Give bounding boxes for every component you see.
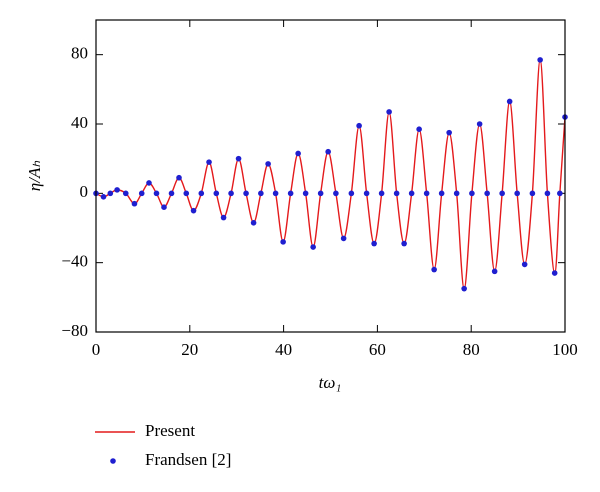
data-point xyxy=(190,207,197,214)
data-point xyxy=(265,161,271,167)
y-tick-label: 40 xyxy=(71,113,88,132)
data-point xyxy=(453,190,460,197)
data-point xyxy=(506,98,513,105)
y-axis-label: η/Aₕ xyxy=(25,161,44,192)
data-point xyxy=(408,190,415,197)
data-point xyxy=(333,190,339,197)
data-point xyxy=(386,109,392,115)
data-point xyxy=(138,190,145,197)
data-point xyxy=(371,240,377,247)
data-point xyxy=(198,190,205,197)
data-point xyxy=(228,190,234,197)
data-point xyxy=(499,190,505,197)
data-point xyxy=(302,190,309,197)
data-point xyxy=(114,187,120,193)
data-point xyxy=(537,57,543,63)
data-point xyxy=(250,220,257,226)
y-tick-label: 0 xyxy=(80,182,89,201)
data-point xyxy=(557,190,563,197)
data-point xyxy=(484,190,490,197)
data-point xyxy=(122,190,129,197)
y-tick-label: −40 xyxy=(61,252,88,271)
data-point xyxy=(544,190,551,197)
data-point xyxy=(168,190,175,197)
data-point xyxy=(272,190,279,197)
data-point xyxy=(325,148,331,155)
data-point xyxy=(243,190,249,197)
data-point xyxy=(551,270,558,276)
data-point xyxy=(310,244,316,250)
x-tick-label: 20 xyxy=(181,340,198,359)
data-point xyxy=(356,122,362,129)
data-point xyxy=(280,239,286,245)
data-point xyxy=(317,190,324,197)
data-point xyxy=(461,285,467,292)
data-point xyxy=(401,240,407,247)
data-point xyxy=(153,190,160,197)
x-tick-label: 60 xyxy=(369,340,386,359)
x-tick-label: 0 xyxy=(92,340,101,359)
data-point xyxy=(107,190,114,197)
data-point xyxy=(295,150,301,157)
data-point xyxy=(213,190,220,197)
data-point xyxy=(469,190,475,197)
data-point xyxy=(446,129,452,136)
data-point xyxy=(378,190,385,197)
data-point xyxy=(393,190,400,197)
data-point xyxy=(363,190,370,197)
data-point xyxy=(340,235,347,242)
data-point xyxy=(529,190,536,197)
x-tick-label: 40 xyxy=(275,340,292,359)
data-point xyxy=(220,214,227,221)
data-point xyxy=(521,261,528,268)
y-tick-label: −80 xyxy=(61,321,88,340)
data-point xyxy=(287,190,294,197)
data-point xyxy=(206,159,212,165)
data-point xyxy=(146,180,152,186)
data-point xyxy=(235,155,242,162)
line-series xyxy=(95,59,566,290)
legend-label: Frandsen [2] xyxy=(145,450,231,469)
data-point xyxy=(176,174,182,181)
data-point xyxy=(423,190,430,197)
data-point xyxy=(183,190,190,197)
y-tick-label: 80 xyxy=(71,44,88,63)
data-point xyxy=(491,268,498,275)
legend-swatch xyxy=(110,458,116,464)
legend-label: Present xyxy=(145,421,195,440)
data-point xyxy=(476,121,483,127)
data-point xyxy=(100,194,107,200)
x-axis-label: tω₁ xyxy=(319,373,342,392)
x-tick-label: 80 xyxy=(463,340,480,359)
data-point xyxy=(431,266,437,273)
data-point xyxy=(161,204,167,210)
x-tick-label: 100 xyxy=(552,340,578,359)
data-point xyxy=(131,200,138,207)
plot-frame xyxy=(95,19,566,333)
data-point xyxy=(416,126,422,132)
data-point xyxy=(438,190,445,197)
data-point xyxy=(348,190,355,197)
data-point xyxy=(514,190,520,197)
data-point xyxy=(258,190,264,197)
